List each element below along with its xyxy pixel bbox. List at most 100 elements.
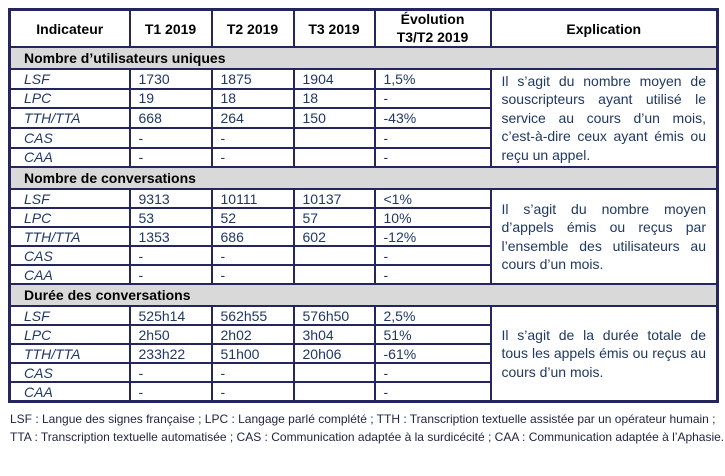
value-t2: 562h55 <box>210 305 295 327</box>
row-label: LSF <box>8 188 131 210</box>
table-row: LSF 1730 1875 1904 1,5% Il s’agit du nom… <box>8 67 719 169</box>
value-evolution: - <box>373 245 492 267</box>
explication-cell: Il s’agit de la durée totale de tous les… <box>489 305 719 403</box>
indicators-table: Indicateur T1 2019 T2 2019 T3 2019 Évolu… <box>8 8 719 403</box>
value-t1: 1730 <box>128 68 213 90</box>
value-t1: 9313 <box>128 188 213 210</box>
section-header-conversations: Nombre de conversations <box>8 166 719 191</box>
value-evolution: -61% <box>373 343 492 365</box>
explication-cell: Il s’agit du nombre moyen de souscripteu… <box>489 67 719 169</box>
col-header-evolution-line2: T3/T2 2019 <box>396 28 469 45</box>
row-label: LSF <box>8 68 131 90</box>
value-t2: 51h00 <box>210 343 295 365</box>
section-header-users: Nombre d’utilisateurs uniques <box>8 46 719 70</box>
row-label: CAS <box>8 245 131 267</box>
section-title: Nombre d’utilisateurs uniques <box>8 46 719 70</box>
table-row: LPC 53 52 57 10% <box>8 207 718 229</box>
value-t2: 2h02 <box>210 324 295 346</box>
value-t2: - <box>210 126 295 149</box>
value-t1: - <box>128 381 213 403</box>
value-t2: 686 <box>210 226 295 248</box>
value-t3: 57 <box>292 207 376 229</box>
row-label: CAS <box>8 362 131 384</box>
value-evolution: - <box>373 362 492 384</box>
table-row: TTH/TTA 1353 686 602 -12% <box>8 226 718 248</box>
table-row: CAA - - - <box>8 146 718 169</box>
row-label: CAA <box>8 381 131 403</box>
value-t3: 602 <box>292 226 376 248</box>
row-label: TTH/TTA <box>8 343 131 365</box>
table-row: LPC 19 18 18 - <box>8 87 718 110</box>
value-t2: - <box>210 381 295 403</box>
row-label: TTH/TTA <box>8 226 131 248</box>
value-evolution: 2,5% <box>373 305 492 327</box>
value-t3: 3h04 <box>292 324 376 346</box>
value-evolution: -43% <box>373 107 492 129</box>
table-row: CAA - - - <box>8 264 718 286</box>
value-evolution: -12% <box>373 226 492 248</box>
page: Indicateur T1 2019 T2 2019 T3 2019 Évolu… <box>8 8 725 446</box>
table-row: TTH/TTA 233h22 51h00 20h06 -61% <box>8 343 718 365</box>
footnote-line2: TTA : Transcription textuelle automatisé… <box>10 429 725 444</box>
value-t3 <box>292 264 376 286</box>
explication-cell: Il s’agit du nombre moyen d’appels émis … <box>489 188 719 286</box>
value-t1: 668 <box>128 107 213 129</box>
row-label: CAA <box>8 146 131 169</box>
table-row: CAA - - - <box>8 381 718 403</box>
value-t1: - <box>128 126 213 149</box>
value-t2: 10111 <box>210 188 295 210</box>
table-row: TTH/TTA 668 264 150 -43% <box>8 107 718 129</box>
col-header-evolution-line1: Évolution <box>400 11 465 27</box>
value-t1: 2h50 <box>128 324 213 346</box>
value-evolution: - <box>373 126 492 149</box>
value-evolution: - <box>373 146 492 169</box>
value-t1: 525h14 <box>128 305 213 327</box>
value-evolution: - <box>373 381 492 403</box>
value-t1: - <box>128 245 213 267</box>
value-t2: - <box>210 146 295 169</box>
value-t2: 1875 <box>210 68 295 90</box>
col-header-t1: T1 2019 <box>128 8 213 48</box>
value-t2: 18 <box>210 87 295 110</box>
col-header-explication: Explication <box>489 8 719 48</box>
value-evolution: <1% <box>373 188 492 210</box>
value-t1: - <box>128 264 213 286</box>
value-t2: - <box>210 264 295 286</box>
row-label: CAS <box>8 126 131 149</box>
value-t1: 1353 <box>128 226 213 248</box>
value-t2: - <box>210 362 295 384</box>
value-t3: 150 <box>292 107 376 129</box>
col-header-t2: T2 2019 <box>210 8 295 48</box>
table-row: LSF 9313 10111 10137 <1% Il s’agit du no… <box>8 188 719 286</box>
row-label: TTH/TTA <box>8 107 131 129</box>
value-t1: 19 <box>128 87 213 110</box>
footnotes: LSF : Langue des signes française ; LPC … <box>10 410 725 446</box>
section-title: Durée des conversations <box>8 283 719 308</box>
value-t3: 18 <box>292 87 376 110</box>
value-t2: 52 <box>210 207 295 229</box>
table-row: LSF 525h14 562h55 576h50 2,5% Il s’agit … <box>8 305 719 403</box>
value-t3: 20h06 <box>292 343 376 365</box>
table-header-row: Indicateur T1 2019 T2 2019 T3 2019 Évolu… <box>8 8 719 48</box>
value-t3: 1904 <box>292 68 376 90</box>
value-t3 <box>292 126 376 149</box>
row-label: LSF <box>8 305 131 327</box>
row-label: LPC <box>8 324 131 346</box>
value-t1: 53 <box>128 207 213 229</box>
value-t1: - <box>128 146 213 169</box>
value-t3: 576h50 <box>292 305 376 327</box>
table-row: CAS - - - <box>8 126 718 149</box>
row-label: CAA <box>8 264 131 286</box>
table-row: LPC 2h50 2h02 3h04 51% <box>8 324 718 346</box>
value-t2: 264 <box>210 107 295 129</box>
value-evolution: 51% <box>373 324 492 346</box>
table-row: CAS - - - <box>8 245 718 267</box>
value-evolution: - <box>373 264 492 286</box>
section-header-duration: Durée des conversations <box>8 283 719 308</box>
value-t3 <box>292 245 376 267</box>
table-row: CAS - - - <box>8 362 718 384</box>
value-evolution: 1,5% <box>373 68 492 90</box>
col-header-t3: T3 2019 <box>292 8 376 48</box>
row-label: LPC <box>8 87 131 110</box>
value-t3: 10137 <box>292 188 376 210</box>
